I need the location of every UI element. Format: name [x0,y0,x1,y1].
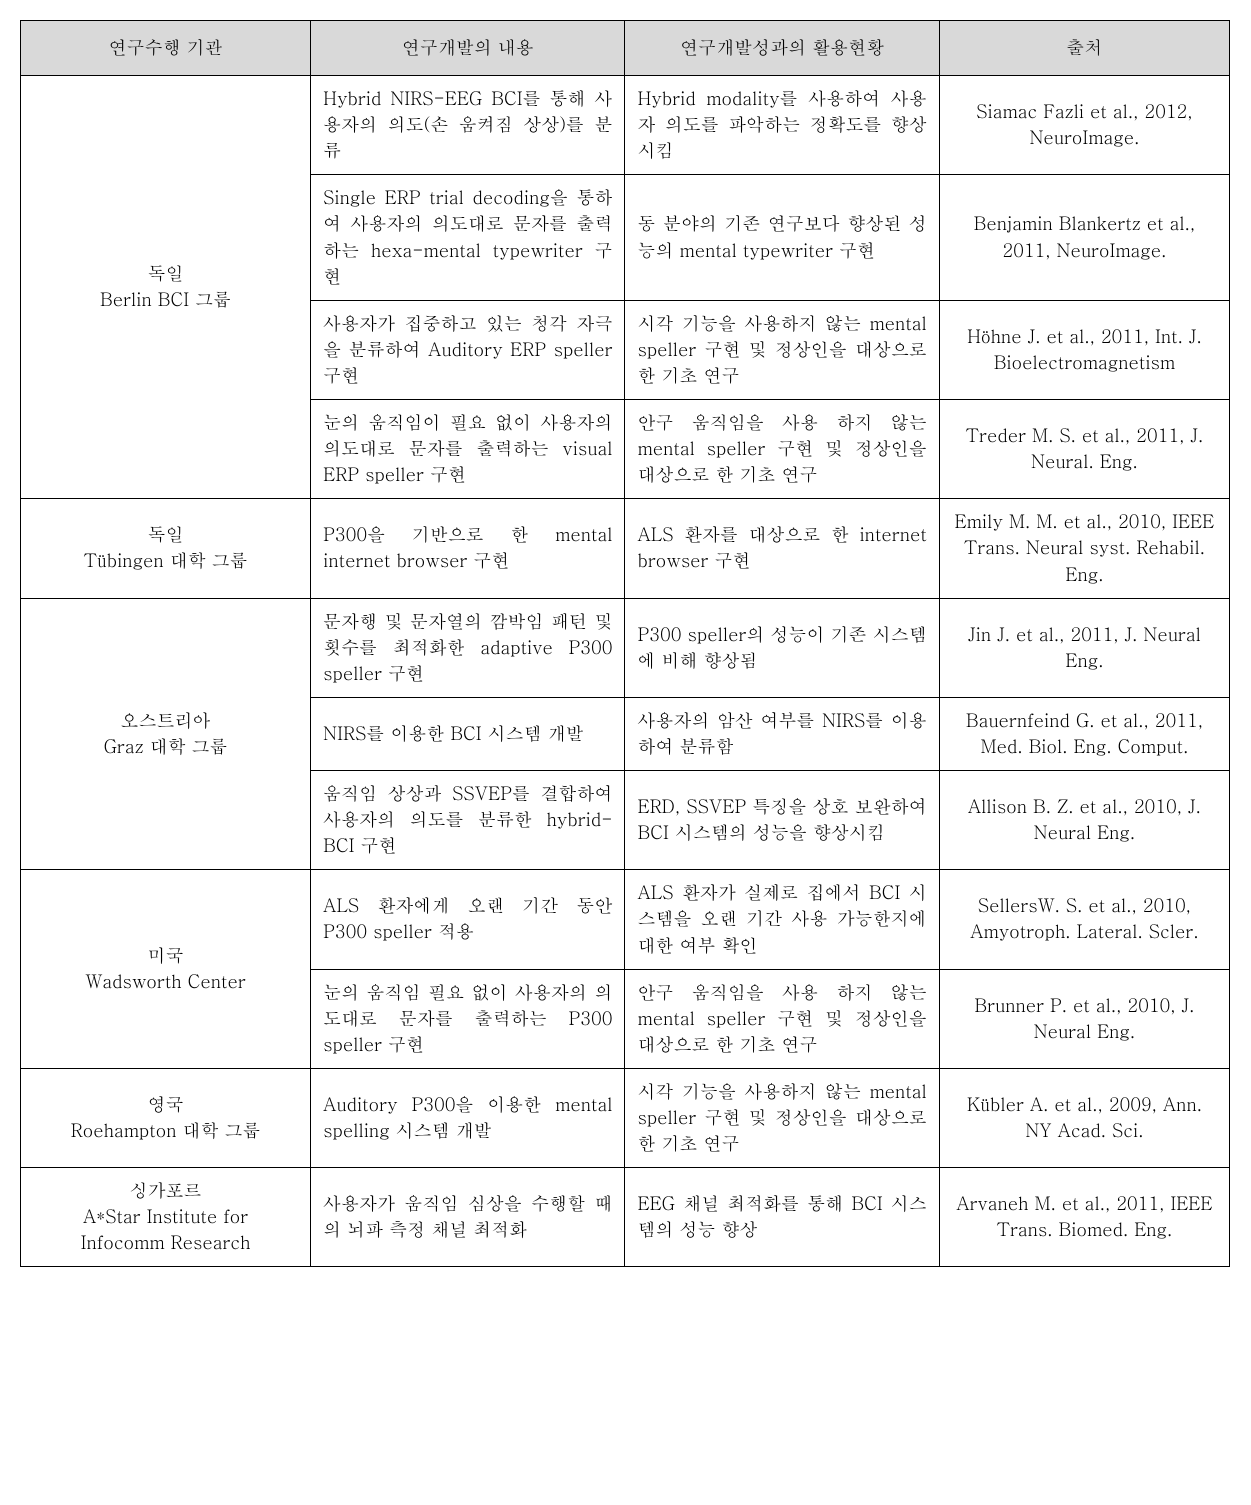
institution-line: 독일 [148,261,184,286]
institution-line: A*Star Institute for [83,1204,248,1229]
institution-line: 오스트리아 [121,708,211,733]
research-table: 연구수행 기관 연구개발의 내용 연구개발성과의 활용현황 출처 독일 Berl… [20,20,1230,1267]
header-source: 출처 [939,21,1229,76]
usage-cell: 동 분야의 기존 연구보다 향상된 성능의 mental typewriter … [625,175,939,300]
institution-cell: 오스트리아 Graz 대학 그룹 [21,598,311,870]
content-cell: NIRS를 이용한 BCI 시스템 개발 [311,697,625,770]
content-cell: 사용자가 움직임 심상을 수행할 때의 뇌파 측정 채널 최적화 [311,1168,625,1267]
content-cell: 움직임 상상과 SSVEP를 결합하여 사용자의 의도를 분류한 hybrid-… [311,771,625,870]
source-cell: Arvaneh M. et al., 2011, IEEE Trans. Bio… [939,1168,1229,1267]
institution-line: Wadsworth Center [85,969,245,994]
usage-cell: 시각 기능을 사용하지 않는 mental speller 구현 및 정상인을 … [625,300,939,399]
table-row: 미국 Wadsworth Center ALS 환자에게 오랜 기간 동안 P3… [21,870,1230,969]
header-row: 연구수행 기관 연구개발의 내용 연구개발성과의 활용현황 출처 [21,21,1230,76]
institution-cell: 싱가포르 A*Star Institute for Infocomm Resea… [21,1168,311,1267]
usage-cell: ALS 환자가 실제로 집에서 BCI 시스템을 오랜 기간 사용 가능한지에 … [625,870,939,969]
usage-cell: ALS 환자를 대상으로 한 internet browser 구현 [625,499,939,598]
source-cell: Benjamin Blankertz et al., 2011, NeuroIm… [939,175,1229,300]
usage-cell: 안구 움직임을 사용 하지 않는 mental speller 구현 및 정상인… [625,969,939,1068]
table-row: 오스트리아 Graz 대학 그룹 문자행 및 문자열의 깜박임 패턴 및 횟수를… [21,598,1230,697]
institution-line: Roehampton 대학 그룹 [71,1118,261,1143]
content-cell: Hybrid NIRS-EEG BCI를 통해 사용자의 의도(손 움켜짐 상상… [311,76,625,175]
table-row: 영국 Roehampton 대학 그룹 Auditory P300을 이용한 m… [21,1068,1230,1167]
source-cell: Siamac Fazli et al., 2012, NeuroImage. [939,76,1229,175]
institution-line: 미국 [148,943,184,968]
table-row: 독일 Berlin BCI 그룹 Hybrid NIRS-EEG BCI를 통해… [21,76,1230,175]
source-cell: Allison B. Z. et al., 2010, J. Neural En… [939,771,1229,870]
content-cell: 문자행 및 문자열의 깜박임 패턴 및 횟수를 최적화한 adaptive P3… [311,598,625,697]
content-cell: P300을 기반으로 한 mental internet browser 구현 [311,499,625,598]
content-cell: Auditory P300을 이용한 mental spelling 시스템 개… [311,1068,625,1167]
institution-line: 독일 [148,522,184,547]
source-cell: Kübler A. et al., 2009, Ann. NY Acad. Sc… [939,1068,1229,1167]
usage-cell: Hybrid modality를 사용하여 사용자 의도를 파악하는 정확도를 … [625,76,939,175]
source-cell: Jin J. et al., 2011, J. Neural Eng. [939,598,1229,697]
content-cell: ALS 환자에게 오랜 기간 동안 P300 speller 적용 [311,870,625,969]
institution-cell: 독일 Tübingen 대학 그룹 [21,499,311,598]
institution-cell: 영국 Roehampton 대학 그룹 [21,1068,311,1167]
source-cell: Emily M. M. et al., 2010, IEEE Trans. Ne… [939,499,1229,598]
institution-line: Infocomm Research [81,1230,251,1255]
content-cell: 사용자가 집중하고 있는 청각 자극을 분류하여 Auditory ERP sp… [311,300,625,399]
content-cell: 눈의 움직임이 필요 없이 사용자의 의도대로 문자를 출력하는 visual … [311,400,625,499]
content-cell: 눈의 움직임 필요 없이 사용자의 의도대로 문자를 출력하는 P300 spe… [311,969,625,1068]
usage-cell: 안구 움직임을 사용 하지 않는 mental speller 구현 및 정상인… [625,400,939,499]
usage-cell: 시각 기능을 사용하지 않는 mental speller 구현 및 정상인을 … [625,1068,939,1167]
institution-line: 영국 [148,1092,184,1117]
header-usage: 연구개발성과의 활용현황 [625,21,939,76]
table-row: 싱가포르 A*Star Institute for Infocomm Resea… [21,1168,1230,1267]
usage-cell: P300 speller의 성능이 기존 시스템에 비해 향상됨 [625,598,939,697]
institution-cell: 독일 Berlin BCI 그룹 [21,76,311,499]
source-cell: Treder M. S. et al., 2011, J. Neural. En… [939,400,1229,499]
header-institution: 연구수행 기관 [21,21,311,76]
institution-line: 싱가포르 [130,1178,202,1203]
table-row: 독일 Tübingen 대학 그룹 P300을 기반으로 한 mental in… [21,499,1230,598]
source-cell: Höhne J. et al., 2011, Int. J. Bioelectr… [939,300,1229,399]
institution-cell: 미국 Wadsworth Center [21,870,311,1069]
source-cell: Bauernfeind G. et al., 2011, Med. Biol. … [939,697,1229,770]
institution-line: Tübingen 대학 그룹 [83,548,247,573]
source-cell: SellersW. S. et al., 2010, Amyotroph. La… [939,870,1229,969]
usage-cell: ERD, SSVEP 특징을 상호 보완하여 BCI 시스템의 성능을 향상시킴 [625,771,939,870]
content-cell: Single ERP trial decoding을 통하여 사용자의 의도대로… [311,175,625,300]
header-content: 연구개발의 내용 [311,21,625,76]
institution-line: Graz 대학 그룹 [104,734,228,759]
source-cell: Brunner P. et al., 2010, J. Neural Eng. [939,969,1229,1068]
usage-cell: EEG 채널 최적화를 통해 BCI 시스템의 성능 향상 [625,1168,939,1267]
usage-cell: 사용자의 암산 여부를 NIRS를 이용하여 분류함 [625,697,939,770]
institution-line: Berlin BCI 그룹 [100,287,231,312]
